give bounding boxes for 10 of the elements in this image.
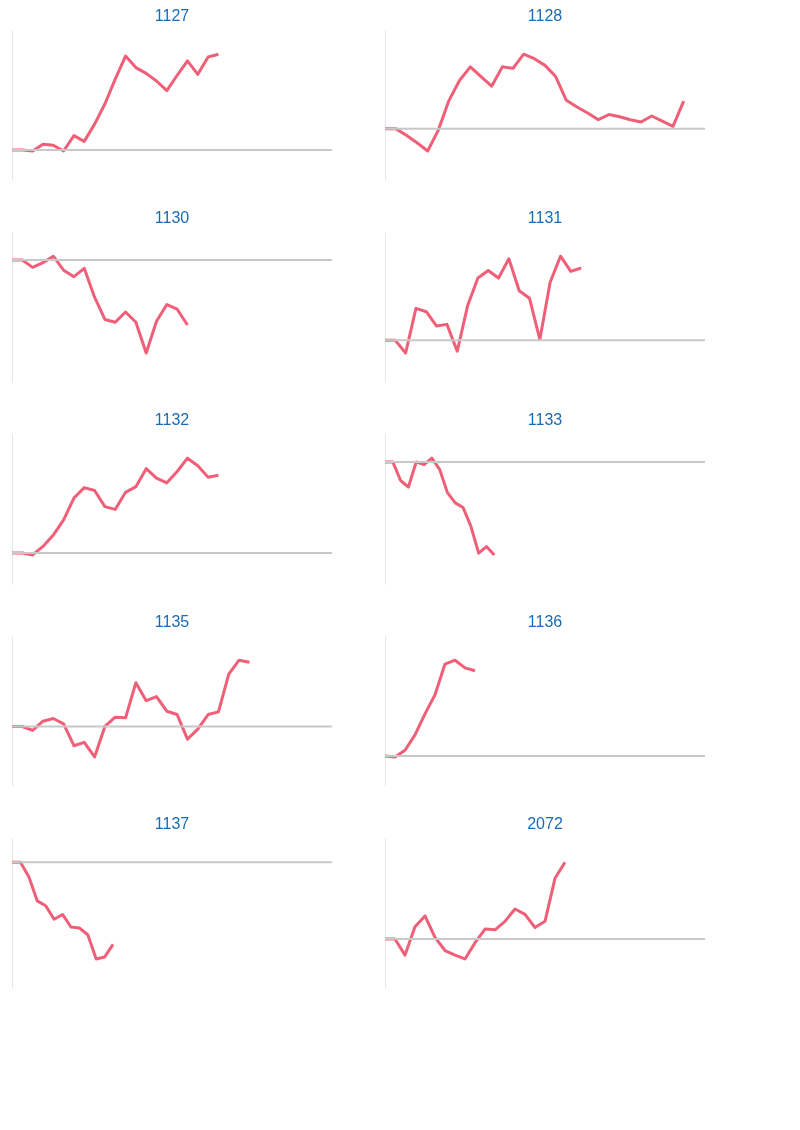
chart-title: 1127 — [154, 7, 190, 24]
chart-title: 1132 — [154, 411, 190, 428]
chart-title: 1135 — [154, 613, 190, 630]
chart-title: 1130 — [154, 209, 190, 226]
chart-title: 1128 — [527, 7, 563, 24]
chart-title: 1131 — [527, 209, 563, 226]
chart-title: 1133 — [527, 411, 563, 428]
chart-title: 1136 — [527, 613, 563, 630]
chart-title: 2072 — [527, 815, 563, 832]
chart-title: 1137 — [154, 815, 190, 832]
